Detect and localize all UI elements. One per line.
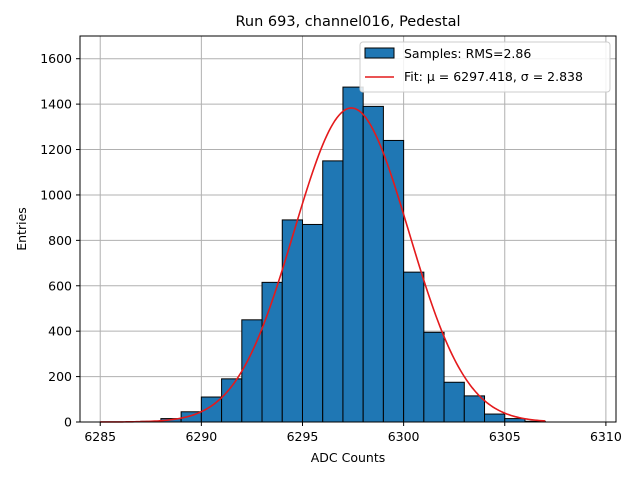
y-tick-label: 0 xyxy=(64,415,72,430)
x-tick-label: 6290 xyxy=(185,429,217,444)
y-tick-label: 200 xyxy=(48,369,72,384)
y-tick-label: 800 xyxy=(48,233,72,248)
x-tick-label: 6310 xyxy=(590,429,622,444)
legend-patch-icon xyxy=(364,47,395,59)
histogram-bar xyxy=(463,395,486,423)
y-tick-label: 400 xyxy=(48,324,72,339)
y-tick-label: 1200 xyxy=(40,142,72,157)
y-tick-label: 1600 xyxy=(40,51,72,66)
legend-label-fit: Fit: μ = 6297.418, σ = 2.838 xyxy=(404,69,583,84)
histogram-bar xyxy=(423,331,445,423)
fit-curve xyxy=(100,107,546,423)
histogram-bar xyxy=(443,381,465,423)
histogram-bar xyxy=(281,219,303,423)
y-tick-label: 1400 xyxy=(40,97,72,112)
legend: Samples: RMS=2.86 Fit: μ = 6297.418, σ =… xyxy=(359,41,611,93)
histogram-bar xyxy=(362,105,384,423)
histogram-bar xyxy=(301,223,324,423)
y-tick-label: 600 xyxy=(48,278,72,293)
y-axis-label: Entries xyxy=(14,207,29,251)
histogram-bars xyxy=(140,86,546,423)
y-tick-label: 1000 xyxy=(40,187,72,202)
x-tick-label: 6285 xyxy=(84,429,116,444)
legend-label-samples: Samples: RMS=2.86 xyxy=(404,46,531,61)
plot-frame xyxy=(79,35,617,423)
histogram-bar xyxy=(504,418,526,423)
y-axis-ticks: 0 200 400 600 800 1000 1200 1400 1600 xyxy=(40,51,80,430)
x-tick-label: 6295 xyxy=(287,429,319,444)
histogram-bar xyxy=(403,271,425,423)
histogram-bar xyxy=(322,160,344,423)
histogram-bar xyxy=(484,413,506,423)
x-tick-label: 6300 xyxy=(388,429,420,444)
chart-title: Run 693, channel016, Pedestal xyxy=(235,14,460,30)
legend-box xyxy=(359,41,611,93)
x-axis-label: ADC Counts xyxy=(311,450,386,465)
x-axis-ticks: 6285 6290 6295 6300 6305 6310 xyxy=(84,422,622,444)
x-tick-label: 6305 xyxy=(489,429,521,444)
histogram-bar xyxy=(342,86,364,423)
